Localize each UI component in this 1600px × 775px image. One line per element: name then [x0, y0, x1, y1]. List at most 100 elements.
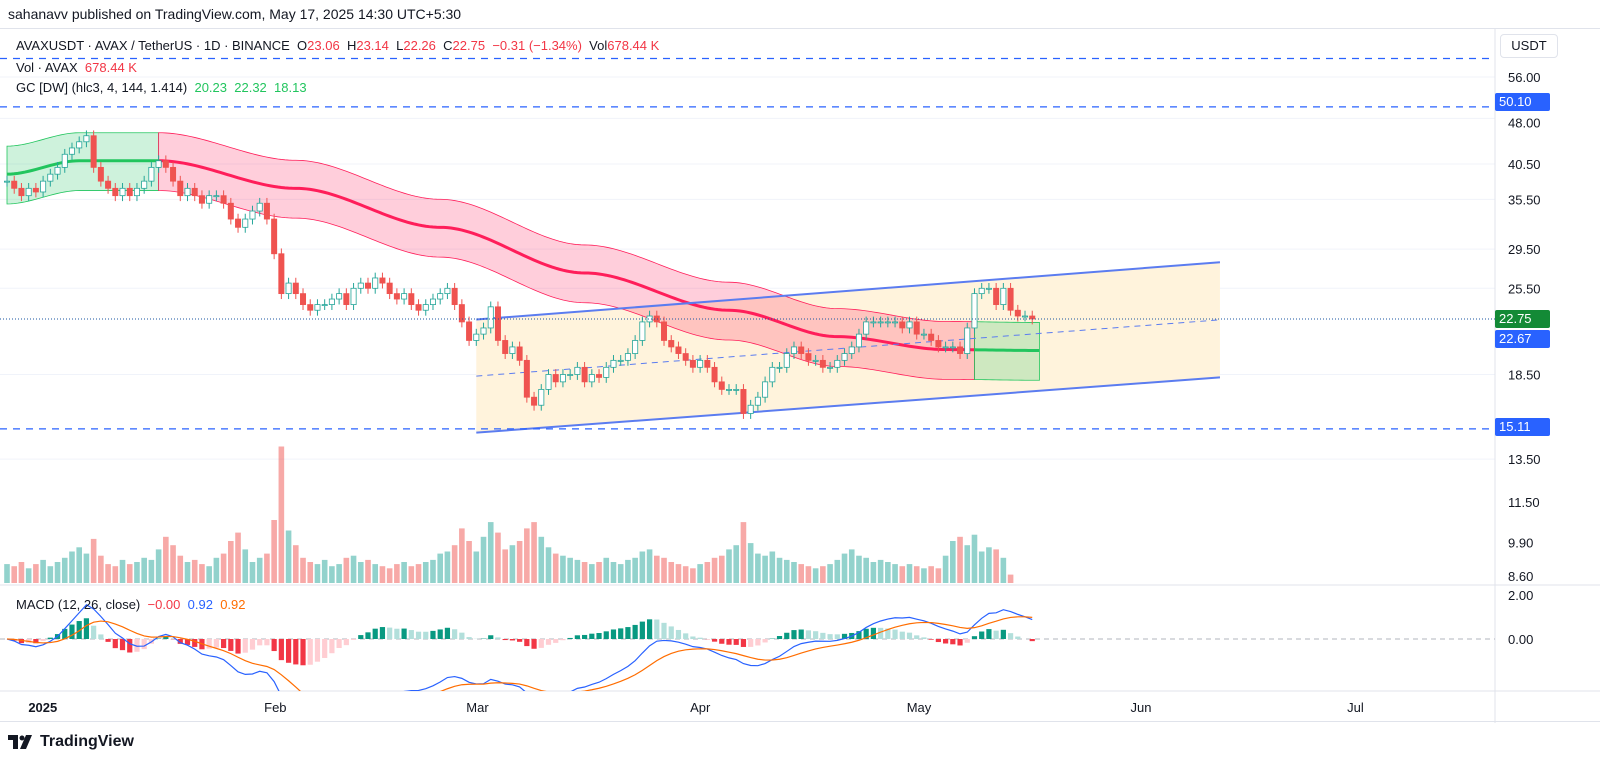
candle [552, 369, 559, 388]
macd-hist-bar [119, 639, 126, 651]
macd-hist-bar [964, 639, 970, 643]
candle [798, 341, 805, 359]
gc-legend[interactable]: GC [DW] (hlc3, 4, 144, 1.414) 20.23 22.3… [16, 80, 307, 95]
macd-hist-bar [91, 625, 97, 639]
macd-hist-bar [827, 634, 833, 639]
volume-bar [242, 549, 249, 583]
volume-bar [365, 559, 371, 583]
candle-body [141, 180, 148, 189]
chart-frame[interactable]: 56.00 48.00 40.50 35.50 29.50 25.50 18.50 13.50… [0, 28, 1600, 723]
volume-bar [184, 562, 191, 583]
candle-body [596, 374, 603, 378]
volume-bar [769, 551, 776, 583]
volume-bar [18, 562, 25, 583]
price-chart[interactable]: 56.00 48.00 40.50 35.50 29.50 25.50 18.50 13.50… [0, 29, 1600, 723]
macd-hist-bar [62, 628, 68, 639]
volume-bar [552, 553, 559, 583]
price-tick-label: 48.00 [1508, 115, 1541, 130]
volume-bar [906, 564, 913, 583]
volume-bar [126, 564, 133, 583]
candle [429, 293, 436, 311]
candle-body [451, 287, 458, 305]
macd-hist-bar [993, 630, 999, 639]
candle-body [61, 153, 68, 168]
volume-title: Vol · AVAX [16, 60, 78, 75]
candle [884, 316, 891, 328]
time-tick-label: 2025 [28, 700, 57, 715]
volume-bar [661, 557, 667, 583]
macd-hist-bar [610, 629, 617, 639]
volume-bar [466, 541, 472, 583]
volume-legend[interactable]: Vol · AVAX 678.44 K [16, 60, 137, 75]
candle [646, 310, 653, 328]
candle-body [177, 180, 184, 197]
candle [545, 369, 552, 395]
candle-body [747, 404, 754, 414]
macd-legend[interactable]: MACD (12, 26, close) −0.00 0.92 0.92 [16, 597, 246, 612]
volume-bar [538, 536, 545, 583]
candle [11, 175, 18, 194]
currency-button[interactable]: USDT [1500, 34, 1558, 58]
candle-body [68, 147, 75, 155]
volume-bar [148, 559, 155, 583]
candle-body [170, 166, 177, 182]
candle [978, 282, 985, 300]
level-low-tag: 15.11 [1495, 418, 1550, 436]
candle-body [899, 321, 906, 329]
candle [76, 136, 83, 154]
candle-body [343, 293, 350, 305]
candle [877, 316, 884, 328]
tradingview-logo[interactable]: TradingView [8, 733, 134, 751]
channel-upper-line [476, 261, 1221, 321]
candle [516, 341, 523, 366]
candle-body [76, 141, 83, 149]
macd-hist-bar [141, 639, 147, 650]
macd-hist-bar [690, 636, 696, 639]
candle [437, 288, 444, 305]
candle [624, 348, 631, 366]
volume-bar [747, 543, 754, 583]
candle-body [855, 333, 862, 348]
candle [841, 348, 848, 366]
macd-hist-bar [314, 639, 321, 662]
volume-bar [877, 559, 884, 583]
macd-hist-bar [495, 637, 501, 639]
candle [964, 322, 971, 359]
candle-body [408, 293, 415, 305]
volume-bar [422, 562, 429, 583]
volume-bar [560, 555, 566, 583]
volume-bar [480, 536, 487, 583]
macd-hist-bar [899, 631, 905, 639]
volume-bar [415, 564, 422, 583]
candle [480, 322, 487, 340]
volume-bar [646, 549, 653, 583]
candle-body [494, 306, 501, 341]
candle [379, 272, 386, 289]
volume-bar [740, 522, 747, 583]
volume-bar [733, 545, 740, 583]
candle-body [256, 202, 263, 212]
volume-bar [596, 562, 602, 583]
candle-body [884, 321, 891, 324]
candle-body [819, 359, 826, 368]
volume-bar [249, 562, 256, 583]
volume-bar [776, 557, 783, 583]
candle-body [754, 396, 761, 406]
volume-bar [639, 551, 646, 583]
candle [90, 130, 97, 173]
volume-bar [805, 566, 812, 583]
macd-hist-bar [719, 639, 725, 644]
candle-body [393, 293, 400, 300]
symbol-legend[interactable]: AVAXUSDT · AVAX / TetherUS · 1D · BINANC… [16, 38, 659, 53]
candle-body [574, 366, 581, 375]
macd-hist-bar [285, 639, 292, 663]
candle [502, 335, 509, 359]
macd-hist-bar [791, 630, 797, 639]
volume-bar [841, 553, 848, 583]
candle [386, 277, 393, 300]
macd-hist-bar [300, 639, 306, 666]
candle-body [401, 293, 408, 300]
volume-bar [264, 553, 270, 583]
volume-bar [105, 564, 111, 583]
macd-hist-bar [18, 639, 25, 644]
